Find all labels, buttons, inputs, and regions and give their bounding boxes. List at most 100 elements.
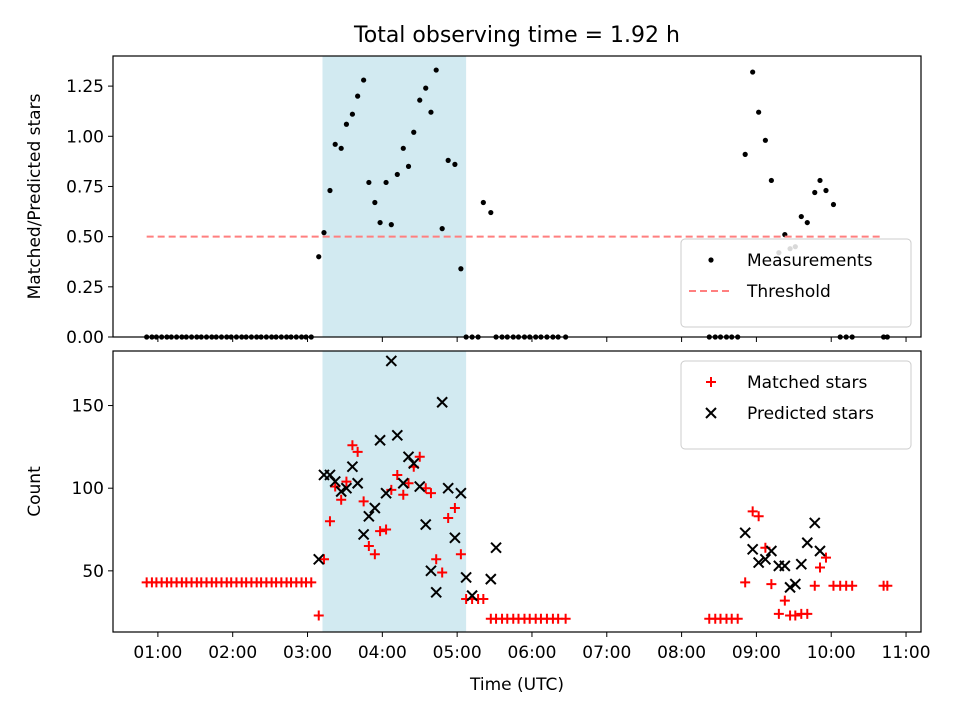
y-axis-label: Matched/Predicted stars [25,93,45,299]
data-point [425,488,436,499]
x-tick-label: 11:00 [882,643,931,663]
x-tick-label: 09:00 [732,643,781,663]
data-point [742,151,748,157]
data-point [809,517,821,529]
data-point [400,145,406,151]
legend-marker [705,407,717,419]
data-point [425,565,437,577]
data-point [383,179,389,186]
x-tick-label: 02:00 [208,643,257,663]
data-point [443,512,454,523]
data-point [817,177,823,184]
data-point [759,553,772,565]
data-point [830,201,837,208]
data-point [739,527,751,539]
data-point [442,482,454,494]
data-point [351,477,364,489]
axes-frame [112,350,922,633]
data-point [789,578,802,590]
data-point [439,226,445,232]
data-point [316,254,322,260]
data-point [847,580,858,591]
y-tick-label: 50 [82,562,104,582]
legend-marker [706,377,716,387]
data-point [773,608,784,619]
data-point [377,219,383,226]
data-point [420,518,432,531]
x-tick-label: 08:00 [657,643,706,663]
legend-label: Threshold [746,282,831,302]
x-axis-label: Time (UTC) [469,675,564,695]
data-point [411,129,417,135]
data-point [452,161,458,167]
data-point [414,480,426,493]
data-point [766,579,777,590]
data-point [812,189,818,196]
data-point [820,552,831,563]
data-point [795,558,808,570]
data-point [460,571,472,584]
data-point [437,567,448,578]
data-point [381,524,392,535]
data-point [391,429,404,442]
y-tick-label: 1.25 [66,77,104,97]
x-tick-label: 10:00 [807,643,856,663]
data-point [369,502,381,514]
data-point [330,481,341,492]
data-point [366,179,372,186]
data-point [403,478,414,489]
data-point [790,610,801,621]
data-point [765,545,778,557]
data-point [397,477,409,489]
data-point [392,469,403,480]
data-point [336,494,347,505]
data-point [815,562,825,573]
data-point [340,482,353,494]
legend: Measurements Threshold [680,238,912,328]
data-point [804,219,810,226]
data-point [313,553,325,565]
data-point [363,541,374,552]
data-point [740,577,751,588]
shaded-span [322,351,467,632]
chart-title: Total observing time = 1.92 h [353,23,680,48]
data-point [355,93,361,99]
data-point [433,67,439,73]
data-point [814,545,826,557]
data-point [485,573,497,585]
legend-label: Measurements [747,251,873,271]
data-point [394,171,400,178]
data-point [352,446,363,457]
data-point [762,137,768,143]
x-tick-label: 07:00 [582,643,631,663]
x-tick-label: 03:00 [283,643,332,663]
data-point [490,541,502,554]
data-point [408,457,420,470]
data-point [436,396,448,408]
series-matched-stars [141,440,893,624]
data-point [466,589,478,602]
data-point [398,489,409,500]
data-point [385,355,398,367]
data-point [375,526,386,537]
data-point [809,580,820,591]
data-point [374,434,386,446]
data-point [779,560,791,572]
legend: Matched stars Predicted stars [680,360,912,450]
data-point [752,556,765,569]
data-point [363,510,375,523]
y-axis-label: Count [25,466,45,517]
legend-label: Predicted stars [747,404,874,424]
data-point [361,77,367,83]
data-point [372,199,378,206]
shaded-span [322,56,467,337]
data-point [380,487,392,499]
data-point [445,157,451,163]
data-point [332,141,338,147]
data-point [405,163,412,169]
data-point [478,593,489,604]
legend-box [680,360,912,450]
data-point [798,213,804,220]
data-point [768,177,774,184]
